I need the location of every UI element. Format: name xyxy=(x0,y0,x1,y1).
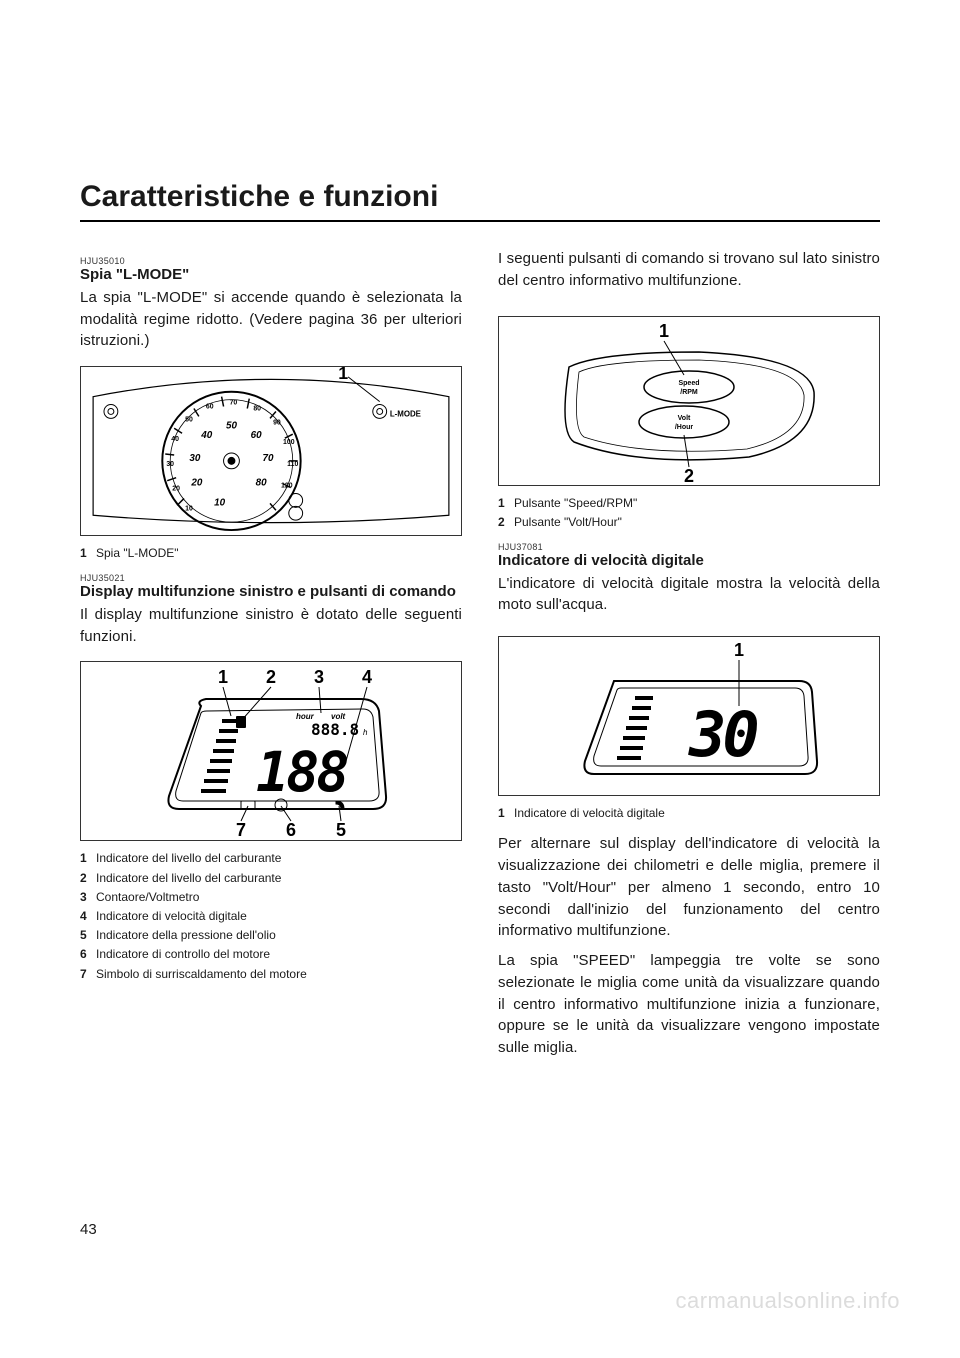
gauge-inner: 60 xyxy=(251,430,262,441)
legend-text: Spia "L-MODE" xyxy=(96,544,179,563)
legend-item: 1Indicatore di velocità digitale xyxy=(498,804,880,823)
gauge-num: 120 xyxy=(281,483,293,490)
figure1-legend: 1 Spia "L-MODE" xyxy=(80,544,462,563)
section-heading-display: Display multifunzione sinistro e pulsant… xyxy=(80,583,462,602)
callout: 7 xyxy=(236,820,246,840)
figure-lcd-display: hour volt 888.8 h 188 1 xyxy=(80,661,462,841)
callout: 6 xyxy=(286,820,296,840)
gauge-num: 40 xyxy=(171,436,179,443)
legend-item: 5Indicatore della pressione dell'olio xyxy=(80,926,462,945)
callout: 3 xyxy=(314,667,324,687)
right-para2: Per alternare sul display dell'indicator… xyxy=(498,833,880,942)
figure-control-buttons: Speed /RPM Volt /Hour 1 2 xyxy=(498,316,880,486)
legend-item: 4Indicatore di velocità digitale xyxy=(80,907,462,926)
gauge-num: 20 xyxy=(172,486,180,493)
lcd-small: 888.8 xyxy=(311,720,359,739)
btn-speed-rpm-l1: Speed xyxy=(678,380,699,387)
gauge-num: 90 xyxy=(273,419,281,426)
legend-item: 2Pulsante "Volt/Hour" xyxy=(498,513,880,532)
legend-item: 1Indicatore del livello del carburante xyxy=(80,849,462,868)
gauge-num: 50 xyxy=(185,416,193,423)
gauge-num: 30 xyxy=(166,461,174,468)
legend-item: 6Indicatore di controllo del motore xyxy=(80,945,462,964)
gauge-num: 110 xyxy=(287,461,298,468)
section-body-speed: L'indicatore di velocità digitale mostra… xyxy=(498,573,880,617)
gauge-inner: 30 xyxy=(189,453,200,464)
gauge-inner: 10 xyxy=(214,497,225,508)
legend-num: 1 xyxy=(80,544,96,563)
ref-code: HJU37081 xyxy=(498,542,880,552)
ref-code: HJU35010 xyxy=(80,256,462,266)
manual-page: Caratteristiche e funzioni HJU35010 Spia… xyxy=(0,0,960,1358)
section-heading-lmode: Spia "L-MODE" xyxy=(80,266,462,285)
callout: 1 xyxy=(659,321,669,341)
left-column: HJU35010 Spia "L-MODE" La spia "L-MODE" … xyxy=(80,246,462,1067)
callout-1: 1 xyxy=(338,367,348,383)
gauge-num: 60 xyxy=(206,404,214,411)
lmode-label: L-MODE xyxy=(390,409,421,418)
section-heading-speed: Indicatore di velocità digitale xyxy=(498,552,880,571)
page-title: Caratteristiche e funzioni xyxy=(80,180,880,222)
gauge-inner: 70 xyxy=(263,453,274,464)
two-column-layout: HJU35010 Spia "L-MODE" La spia "L-MODE" … xyxy=(80,246,880,1067)
gauge-inner: 50 xyxy=(226,420,237,431)
btn-speed-rpm-l2: /RPM xyxy=(680,389,698,396)
gauge-num: 80 xyxy=(253,405,261,412)
legend-item: 7Simbolo di surriscaldamento del motore xyxy=(80,965,462,984)
btn-volt-hour-l1: Volt xyxy=(678,415,691,422)
lcd-h: h xyxy=(363,728,368,737)
legend-item: 2Indicatore del livello del carburante xyxy=(80,869,462,888)
figure3-legend: 1Pulsante "Speed/RPM" 2Pulsante "Volt/Ho… xyxy=(498,494,880,532)
lcd-big: 188 xyxy=(256,740,347,804)
callout: 4 xyxy=(362,667,372,687)
gauge-inner: 40 xyxy=(200,430,212,441)
callout: 2 xyxy=(266,667,276,687)
gauge-num: 70 xyxy=(230,400,238,407)
callout: 2 xyxy=(684,466,694,486)
legend-item: 1 Spia "L-MODE" xyxy=(80,544,462,563)
gauge-num: 100 xyxy=(283,439,295,446)
right-para3: La spia "SPEED" lampeggia tre volte se s… xyxy=(498,950,880,1059)
callout: 1 xyxy=(218,667,228,687)
gauge-inner: 20 xyxy=(190,478,202,489)
callout: 1 xyxy=(734,640,744,660)
section-body-display: Il display multifunzione sinistro è dota… xyxy=(80,604,462,648)
figure2-legend: 1Indicatore del livello del carburante 2… xyxy=(80,849,462,983)
watermark: carmanualsonline.info xyxy=(675,1288,900,1314)
figure4-legend: 1Indicatore di velocità digitale xyxy=(498,804,880,823)
page-number: 43 xyxy=(80,1221,97,1238)
ref-code: HJU35021 xyxy=(80,573,462,583)
right-intro: I seguenti pulsanti di comando si trovan… xyxy=(498,248,880,292)
callout: 5 xyxy=(336,820,346,840)
btn-volt-hour-l2: /Hour xyxy=(675,424,694,431)
gauge-inner: 80 xyxy=(256,478,267,489)
figure-speed-indicator: 30 1 xyxy=(498,636,880,796)
figure-gauge-lmode: 10 20 30 40 50 60 70 80 90 100 110 120 xyxy=(80,366,462,536)
legend-item: 3Contaore/Voltmetro xyxy=(80,888,462,907)
legend-item: 1Pulsante "Speed/RPM" xyxy=(498,494,880,513)
speed-value: 30 xyxy=(688,698,757,771)
right-column: I seguenti pulsanti di comando si trovan… xyxy=(498,246,880,1067)
gauge-num: 10 xyxy=(185,505,193,512)
section-body-lmode: La spia "L-MODE" si accende quando è sel… xyxy=(80,287,462,352)
